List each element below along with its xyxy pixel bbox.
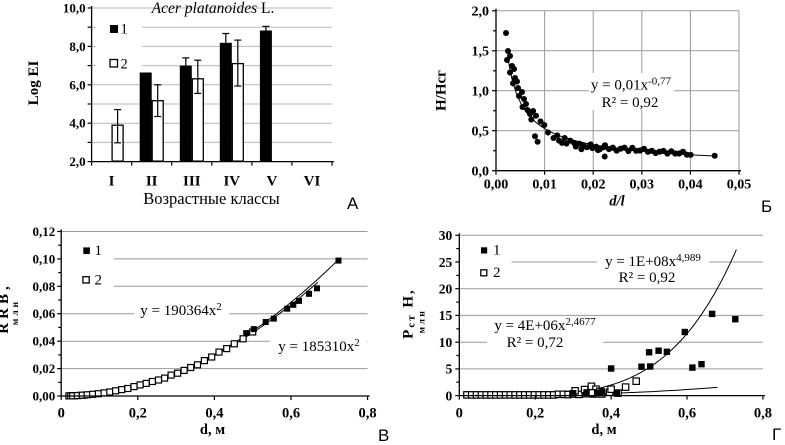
svg-text:0,10: 0,10 <box>32 251 55 266</box>
svg-text:0: 0 <box>58 406 65 422</box>
svg-text:0,8: 0,8 <box>359 406 377 422</box>
svg-text:15: 15 <box>439 308 453 323</box>
svg-text:VI: VI <box>304 174 321 190</box>
svg-text:1,0: 1,0 <box>472 85 490 100</box>
svg-text:10,0: 10,0 <box>63 1 86 16</box>
svg-text:6,0: 6,0 <box>69 77 85 92</box>
svg-text:А: А <box>347 194 359 213</box>
svg-text:0,05: 0,05 <box>727 178 752 193</box>
svg-text:Б: Б <box>761 197 772 216</box>
svg-text:Н/Нсг: Н/Нсг <box>434 70 450 111</box>
svg-text:V: V <box>266 174 277 190</box>
svg-text:Log EI: Log EI <box>26 61 42 106</box>
svg-text:млн: млн <box>11 299 21 325</box>
svg-text:8,0: 8,0 <box>69 39 85 54</box>
svg-text:IV: IV <box>223 174 240 190</box>
svg-text:0,02: 0,02 <box>581 178 606 193</box>
svg-text:1,5: 1,5 <box>472 45 490 60</box>
svg-text:0,04: 0,04 <box>678 178 703 193</box>
svg-text:30: 30 <box>439 228 453 243</box>
svg-text:0,12: 0,12 <box>32 224 55 239</box>
svg-text:2,0: 2,0 <box>472 5 490 20</box>
svg-text:0,0: 0,0 <box>472 165 490 180</box>
svg-text:0,8: 0,8 <box>754 406 772 422</box>
svg-text:1: 1 <box>493 243 501 259</box>
svg-text:млн: млн <box>418 309 428 334</box>
svg-text:2: 2 <box>121 57 128 73</box>
svg-text:Возрастные классы: Возрастные классы <box>143 189 280 208</box>
svg-text:20: 20 <box>439 282 453 297</box>
svg-text:5: 5 <box>446 362 453 377</box>
svg-text:I: I <box>109 174 115 190</box>
svg-text:0,6: 0,6 <box>678 406 696 422</box>
svg-text:y = 185310x2: y = 185310x2 <box>278 337 359 355</box>
svg-text:R² = 0,72: R² = 0,72 <box>507 335 564 351</box>
svg-text:d, м: d, м <box>200 422 225 438</box>
svg-text:0,03: 0,03 <box>630 178 655 193</box>
svg-text:d/l: d/l <box>609 194 624 210</box>
svg-text:y = 190364x2: y = 190364x2 <box>140 301 221 319</box>
svg-text:0,06: 0,06 <box>32 306 55 321</box>
svg-text:III: III <box>183 174 201 190</box>
svg-text:2: 2 <box>493 265 501 281</box>
svg-text:0,00: 0,00 <box>484 178 509 193</box>
svg-text:0,5: 0,5 <box>472 125 490 140</box>
svg-text:R² = 0,92: R² = 0,92 <box>602 95 659 111</box>
svg-text:Г: Г <box>772 425 781 444</box>
svg-text:2,0: 2,0 <box>69 154 85 169</box>
svg-text:RRB,: RRB, <box>0 282 12 333</box>
svg-text:Рст Н,: Рст Н, <box>401 288 418 339</box>
svg-text:10: 10 <box>439 335 453 350</box>
svg-text:25: 25 <box>439 255 453 270</box>
svg-text:1: 1 <box>95 243 103 259</box>
svg-text:Acer platanoides L.: Acer platanoides L. <box>151 0 275 17</box>
svg-text:0: 0 <box>446 388 453 403</box>
svg-text:0,4: 0,4 <box>205 406 223 422</box>
svg-text:0,08: 0,08 <box>32 279 55 294</box>
svg-text:4,0: 4,0 <box>69 116 85 131</box>
svg-text:2: 2 <box>95 273 103 289</box>
svg-text:0,2: 0,2 <box>129 406 147 422</box>
svg-text:0,00: 0,00 <box>32 389 55 404</box>
svg-text:0,2: 0,2 <box>526 406 544 422</box>
svg-text:1: 1 <box>121 22 128 38</box>
svg-text:0,4: 0,4 <box>602 406 620 422</box>
svg-text:II: II <box>146 174 158 190</box>
svg-text:0,02: 0,02 <box>32 361 55 376</box>
svg-text:R² = 0,92: R² = 0,92 <box>619 270 676 286</box>
svg-text:0,01: 0,01 <box>532 178 557 193</box>
svg-text:d, м: d, м <box>591 422 616 438</box>
svg-text:В: В <box>378 426 389 445</box>
svg-text:0: 0 <box>456 406 463 422</box>
svg-text:0,04: 0,04 <box>32 334 55 349</box>
svg-text:0,6: 0,6 <box>282 406 300 422</box>
